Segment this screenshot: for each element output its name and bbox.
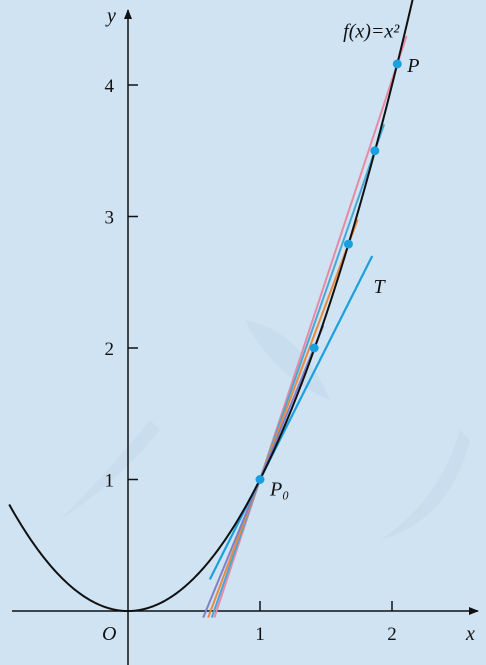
- watermark: [60, 320, 470, 540]
- secant-point-3: [343, 239, 353, 249]
- y-tick-label: 3: [105, 208, 115, 229]
- axis-ticks: 1 2 1 2 3 4: [105, 76, 397, 645]
- y-tick-label: 1: [105, 471, 115, 492]
- origin-label: O: [102, 623, 116, 645]
- curve-f-x-squared: [8, 0, 414, 613]
- secant-point-2: [370, 146, 380, 156]
- point-p-label: P: [406, 55, 419, 77]
- x-axis-label: x: [465, 623, 475, 645]
- x-tick-label: 2: [387, 624, 397, 645]
- secant-point-4: [309, 343, 319, 353]
- plot-points: [255, 59, 402, 484]
- secant-line-3: [207, 219, 359, 618]
- tangent-line: [208, 255, 374, 580]
- secant-point-1: [392, 59, 402, 69]
- y-tick-label: 4: [105, 76, 115, 97]
- point-p0: [255, 475, 265, 484]
- secant-line-2: [210, 123, 386, 618]
- y-tick-label: 2: [105, 339, 115, 360]
- plot-lines: [202, 35, 408, 618]
- point-p0-label: P₀: [269, 479, 289, 501]
- curve-label: f(x)=x²: [343, 21, 400, 43]
- x-tick-label: 1: [255, 624, 265, 645]
- y-axis-label: y: [105, 5, 116, 27]
- tangent-label: T: [374, 276, 387, 298]
